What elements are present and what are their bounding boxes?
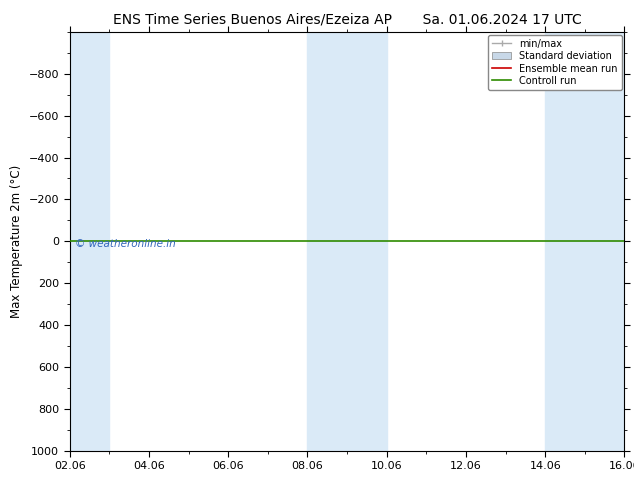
Bar	[545, 32, 624, 451]
Text: © weatheronline.in: © weatheronline.in	[75, 239, 176, 249]
Bar	[307, 32, 387, 451]
Y-axis label: Max Temperature 2m (°C): Max Temperature 2m (°C)	[10, 165, 23, 318]
Bar	[70, 32, 109, 451]
Legend: min/max, Standard deviation, Ensemble mean run, Controll run: min/max, Standard deviation, Ensemble me…	[488, 35, 621, 90]
Title: ENS Time Series Buenos Aires/Ezeiza AP       Sa. 01.06.2024 17 UTC: ENS Time Series Buenos Aires/Ezeiza AP S…	[113, 13, 581, 26]
